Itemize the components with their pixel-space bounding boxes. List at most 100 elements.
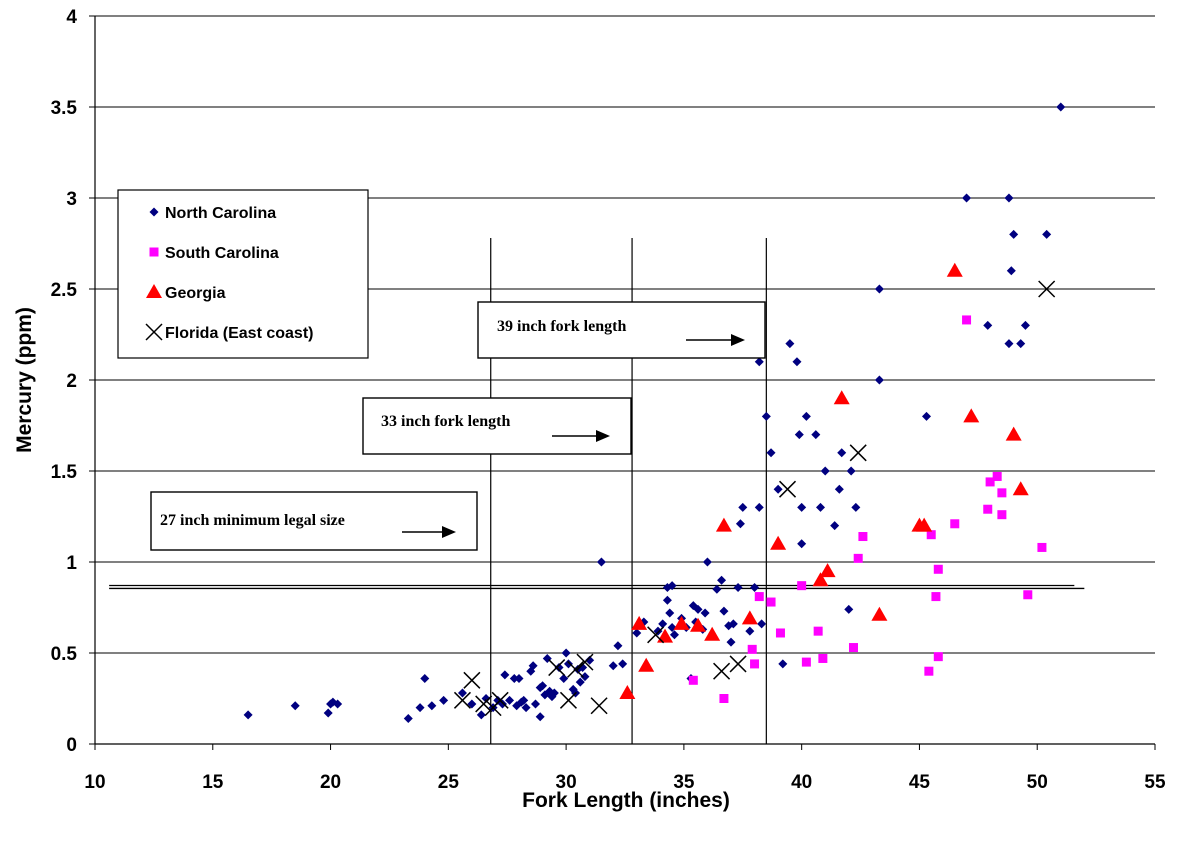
point-north-carolina bbox=[794, 430, 804, 440]
point-south-carolina bbox=[801, 657, 811, 667]
point-north-carolina bbox=[613, 641, 623, 651]
y-tick-label: 3.5 bbox=[51, 98, 78, 119]
point-georgia bbox=[657, 628, 674, 643]
point-south-carolina bbox=[992, 471, 1002, 481]
point-florida-east-coast bbox=[559, 691, 577, 709]
point-north-carolina bbox=[481, 694, 491, 703]
point-north-carolina bbox=[290, 701, 300, 711]
y-tick-label: 1 bbox=[66, 553, 77, 574]
point-north-carolina bbox=[457, 688, 467, 698]
point-north-carolina bbox=[1020, 320, 1030, 330]
point-georgia bbox=[704, 626, 721, 641]
annotation-text: 39 inch fork length bbox=[497, 318, 626, 335]
point-north-carolina bbox=[561, 648, 571, 658]
point-north-carolina bbox=[505, 695, 515, 705]
point-north-carolina bbox=[754, 357, 764, 367]
x-marker-stroke bbox=[559, 691, 577, 709]
annotation-text: 33 inch fork length bbox=[381, 413, 510, 430]
point-north-carolina bbox=[745, 626, 755, 636]
point-south-carolina bbox=[983, 504, 993, 514]
point-north-carolina bbox=[834, 484, 844, 494]
point-north-carolina bbox=[728, 619, 738, 629]
point-north-carolina bbox=[874, 375, 884, 385]
point-north-carolina bbox=[514, 673, 524, 683]
legend-label: North Carolina bbox=[165, 205, 276, 222]
point-georgia bbox=[770, 535, 787, 550]
point-north-carolina bbox=[983, 320, 993, 330]
point-florida-east-coast bbox=[779, 480, 797, 498]
point-north-carolina bbox=[1042, 229, 1052, 239]
point-north-carolina bbox=[785, 339, 795, 349]
x-tick-label: 10 bbox=[84, 772, 105, 793]
point-north-carolina bbox=[519, 695, 529, 705]
point-north-carolina bbox=[323, 708, 333, 718]
point-north-carolina bbox=[792, 357, 802, 367]
point-north-carolina bbox=[476, 710, 486, 720]
point-north-carolina bbox=[750, 582, 760, 592]
point-north-carolina bbox=[509, 673, 519, 683]
point-south-carolina bbox=[931, 592, 941, 602]
point-florida-east-coast bbox=[713, 662, 731, 680]
y-tick-label: 0 bbox=[66, 735, 77, 756]
point-florida-east-coast bbox=[729, 655, 747, 673]
annotation-frame bbox=[477, 301, 766, 359]
point-georgia bbox=[1005, 426, 1022, 441]
point-south-carolina bbox=[747, 644, 757, 654]
point-north-carolina bbox=[1004, 339, 1014, 349]
point-florida-east-coast bbox=[647, 626, 665, 644]
point-south-carolina bbox=[754, 592, 764, 602]
point-north-carolina bbox=[427, 701, 437, 711]
x-marker-stroke bbox=[453, 691, 471, 709]
axes: 0 0.5 1 1.5 2 2.5 3 3.5 4 10 15 20 25 30 35 40 45 50 55 bbox=[51, 7, 1166, 793]
point-florida-east-coast bbox=[590, 697, 608, 715]
point-south-carolina bbox=[813, 626, 823, 636]
x-marker-stroke bbox=[779, 480, 797, 498]
point-north-carolina bbox=[498, 699, 508, 709]
point-georgia bbox=[833, 390, 850, 405]
point-georgia bbox=[916, 517, 933, 532]
point-north-carolina bbox=[719, 606, 729, 616]
point-south-carolina bbox=[997, 488, 1007, 498]
point-florida-east-coast bbox=[1038, 280, 1056, 298]
point-north-carolina bbox=[874, 284, 884, 294]
x-tick-label: 55 bbox=[1144, 772, 1166, 793]
legend-marker-georgia bbox=[146, 284, 162, 298]
point-georgia bbox=[1012, 481, 1029, 496]
point-north-carolina bbox=[653, 626, 663, 636]
point-georgia bbox=[812, 572, 829, 587]
point-north-carolina bbox=[658, 619, 668, 629]
point-florida-east-coast bbox=[491, 691, 509, 709]
point-north-carolina bbox=[632, 628, 642, 638]
point-north-carolina bbox=[962, 193, 972, 203]
x-tick-label: 40 bbox=[791, 772, 812, 793]
x-marker-stroke bbox=[567, 660, 585, 678]
legend-label: Georgia bbox=[165, 285, 226, 302]
data-points bbox=[243, 102, 1066, 724]
x-marker-stroke bbox=[145, 323, 163, 341]
point-south-carolina bbox=[775, 628, 785, 638]
y-axis-title: Mercury (ppm) bbox=[13, 307, 36, 453]
point-florida-east-coast bbox=[548, 659, 566, 677]
x-marker-stroke bbox=[590, 697, 608, 715]
point-north-carolina bbox=[333, 699, 343, 709]
point-north-carolina bbox=[549, 688, 559, 698]
annotation-text: 27 inch minimum legal size bbox=[160, 512, 345, 529]
point-south-carolina bbox=[719, 694, 729, 703]
point-georgia bbox=[963, 408, 980, 423]
point-north-carolina bbox=[757, 619, 767, 629]
point-north-carolina bbox=[811, 430, 821, 440]
annotation-box: 33 inch fork length bbox=[362, 397, 632, 455]
point-north-carolina bbox=[1016, 339, 1026, 349]
point-north-carolina bbox=[554, 663, 564, 673]
x-marker-stroke bbox=[463, 671, 481, 689]
point-south-carolina bbox=[766, 597, 776, 607]
point-north-carolina bbox=[528, 661, 538, 671]
point-georgia bbox=[631, 615, 648, 630]
point-north-carolina bbox=[801, 411, 811, 421]
point-north-carolina bbox=[535, 712, 545, 722]
legend-marker-south-carolina bbox=[149, 247, 159, 257]
point-north-carolina bbox=[500, 670, 510, 680]
x-marker-stroke bbox=[548, 659, 566, 677]
y-tick-label: 2.5 bbox=[51, 280, 78, 301]
